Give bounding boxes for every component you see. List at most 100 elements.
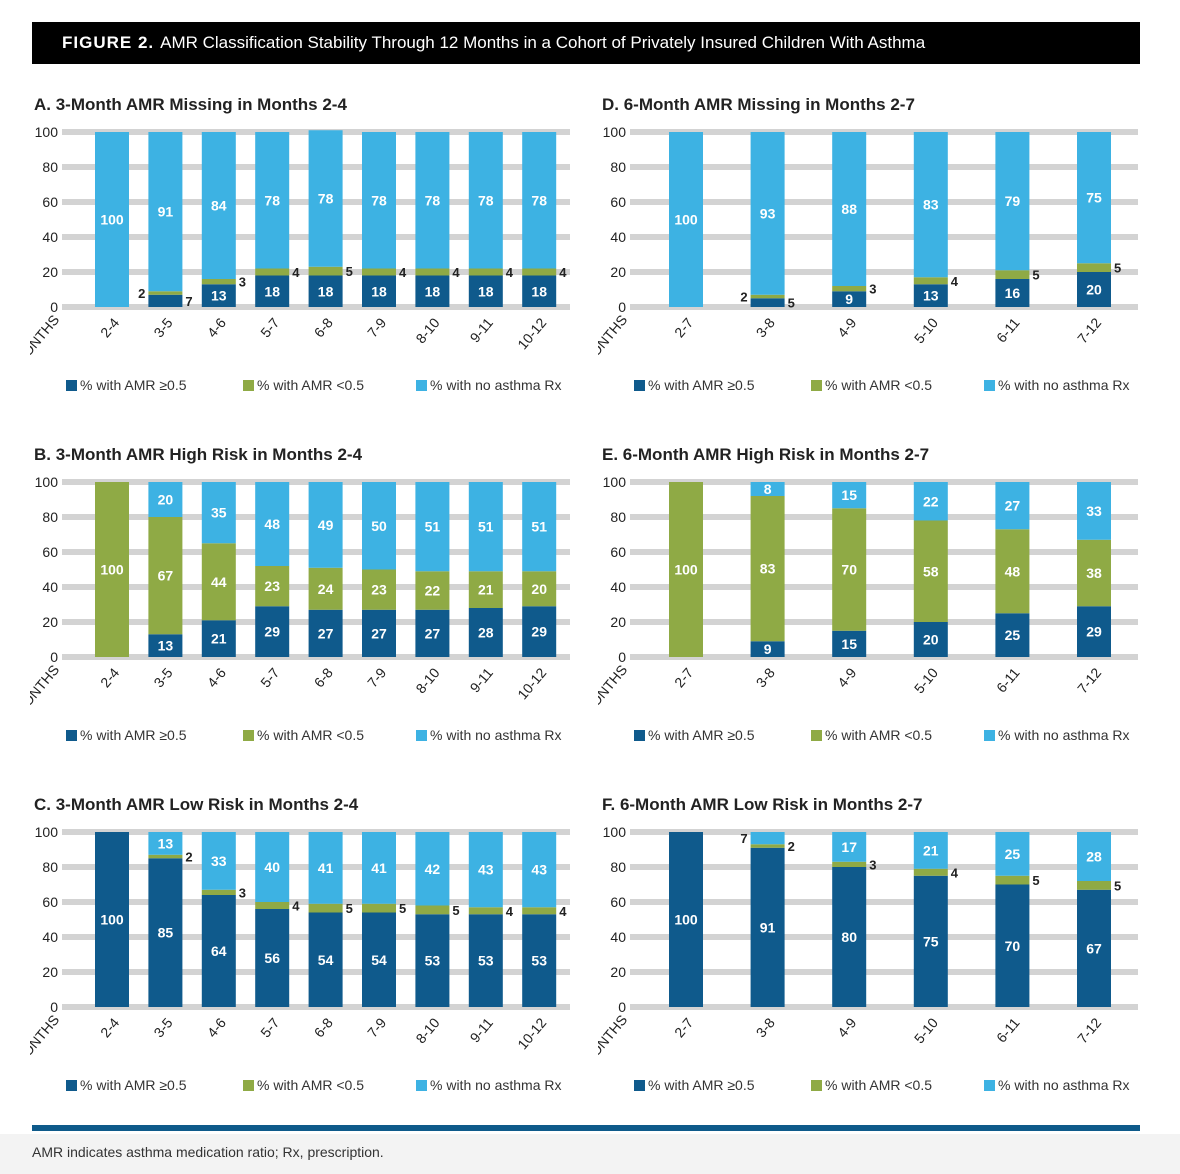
y-tick-label: 60 [610,544,626,560]
legend-label: % with no asthma Rx [430,727,562,743]
y-tick-label: 20 [610,614,626,630]
bar-segment [750,832,785,845]
data-label: 7 [740,831,747,846]
bar-segment [148,634,183,657]
chart-title: C. 3-Month AMR Low Risk in Months 2-4 [34,795,359,814]
data-label: 80 [841,929,857,945]
gridline [630,864,1138,870]
bar-segment [750,298,785,307]
data-label: 44 [211,574,227,590]
y-tick-label: 0 [50,999,58,1015]
bar-segment [201,284,236,307]
data-label: 7 [185,294,192,309]
data-label: 29 [531,624,547,640]
data-label: 93 [760,205,776,221]
chart-panel-f: F. 6-Month AMR Low Risk in Months 2-7 0 20… [579,790,1148,1100]
y-tick-label: 100 [603,474,627,490]
data-label: 8 [764,481,772,497]
x-tick-label: 3-5 [150,664,175,690]
x-tick-label: 7-12 [1074,314,1104,346]
y-tick-label: 20 [42,964,58,980]
x-tick-label: 4-9 [834,1014,859,1040]
data-label: 20 [531,581,547,597]
data-label: 4 [506,904,514,919]
y-tick-label: 20 [42,264,58,280]
bar-segment [362,609,396,657]
x-tick-label: 8-10 [412,1014,442,1046]
x-tick-label: 5-7 [257,1014,282,1040]
bar-segment [95,132,129,307]
bar-segment [832,832,867,862]
data-label: 24 [318,581,334,597]
footer-divider [32,1125,1140,1131]
data-label: 5 [399,901,406,916]
data-label: 33 [211,853,227,869]
x-tick-label: 5-10 [911,664,941,696]
figure-title: AMR Classification Stability Through 12 … [160,33,926,52]
data-label: 100 [674,912,698,928]
y-tick-label: 80 [42,859,58,875]
data-label: 100 [674,212,698,228]
legend-label: % with AMR <0.5 [825,1077,932,1093]
bar-segment [308,567,343,610]
bar-segment [148,294,183,307]
data-label: 70 [841,562,857,578]
bar-segment [415,914,450,1007]
figure-label: FIGURE 2. [62,33,155,52]
data-label: 16 [1005,285,1021,301]
gridline [630,199,1138,205]
x-tick-label: 3-5 [150,1014,175,1040]
bar-segment [832,630,867,657]
bar-segment [522,606,557,657]
data-label: 2 [185,850,192,865]
bar-segment [832,861,867,867]
bar-segment [669,482,703,657]
data-label: 40 [264,859,280,875]
bar-segment [201,832,236,890]
y-tick-label: 60 [42,194,58,210]
data-label: 4 [399,265,407,280]
data-label: 18 [371,283,387,299]
data-label: 29 [1086,624,1102,640]
data-label: 3 [869,857,876,872]
bar-segment [308,266,343,276]
bar-segment [308,903,343,913]
bar-segment [362,275,396,307]
data-label: 83 [923,197,939,213]
y-tick-label: 100 [35,474,59,490]
bar-segment [255,275,290,307]
bar-segment [750,844,785,848]
data-label: 5 [788,296,795,311]
y-tick-label: 40 [42,579,58,595]
bar-segment [468,832,503,908]
data-label: 75 [923,933,939,949]
y-tick-label: 100 [35,824,59,840]
x-tick-label: 10-12 [514,1014,549,1052]
chart-panel-d: D. 6-Month AMR Missing in Months 2-7 0 20 4… [579,90,1148,400]
gridline [630,829,1138,835]
legend-label: % with AMR <0.5 [825,727,932,743]
data-label: 2 [788,839,795,854]
data-label: 13 [211,288,227,304]
y-tick-label: 60 [610,894,626,910]
bar-segment [468,275,503,307]
data-label: 27 [371,625,387,641]
gridline [630,164,1138,170]
data-label: 56 [264,950,280,966]
gridline [630,934,1138,940]
legend-swatch [634,1080,645,1091]
x-tick-label: 2-7 [671,664,696,690]
figure-header: FIGURE 2. AMR Classification Stability Th… [32,22,1140,64]
data-label: 4 [506,265,514,280]
bar-segment [415,268,450,276]
gridline [630,619,1138,625]
bar-segment [468,608,503,657]
bar-segment [148,291,183,295]
bar-segment [415,482,450,572]
gridline [630,129,1138,135]
bar-segment [468,907,503,915]
bar-segment [913,277,948,285]
chart-svg: F. 6-Month AMR Low Risk in Months 2-7 0 20… [579,795,1138,1093]
bar-segment [995,832,1030,876]
data-label: 21 [211,631,227,647]
